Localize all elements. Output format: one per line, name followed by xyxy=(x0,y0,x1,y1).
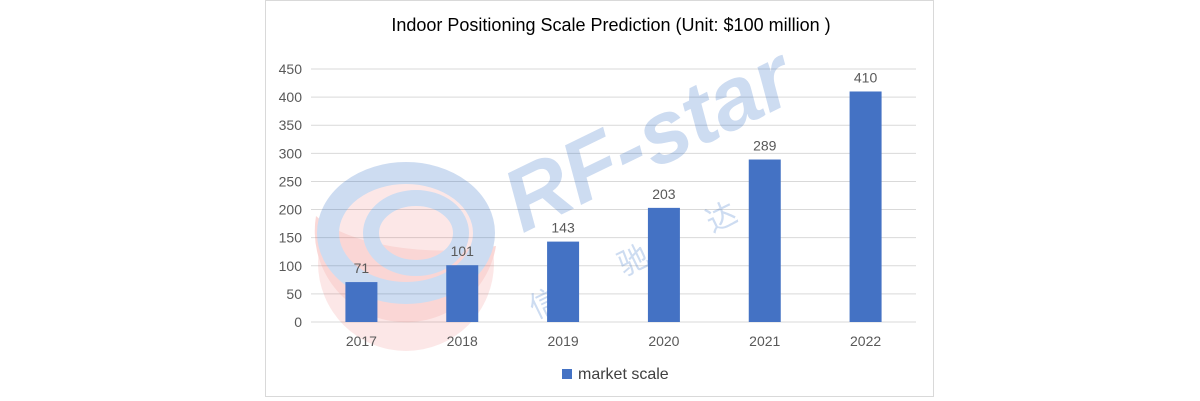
y-tick-label: 0 xyxy=(294,314,302,330)
watermark-blue-ring-2 xyxy=(363,190,469,276)
x-axis-ticks: 2017 2018 2019 2020 2021 2022 xyxy=(346,333,882,349)
data-label-2019: 143 xyxy=(551,220,575,236)
x-tick-label: 2020 xyxy=(648,333,679,349)
bar-2017 xyxy=(345,282,378,322)
bar-2021 xyxy=(748,159,781,322)
chart-frame: Indoor Positioning Scale Prediction (Uni… xyxy=(265,0,934,397)
data-labels: 71 101 143 203 289 410 xyxy=(354,69,878,276)
bar-2018 xyxy=(446,265,479,322)
bars xyxy=(345,91,882,322)
legend-swatch xyxy=(562,369,572,379)
gridlines xyxy=(311,68,916,323)
bar-2019 xyxy=(547,241,580,322)
y-axis-ticks: 0 50 100 150 200 250 300 350 400 450 xyxy=(279,61,303,330)
data-label-2020: 203 xyxy=(652,186,676,202)
chart-title: Indoor Positioning Scale Prediction (Uni… xyxy=(391,15,830,35)
bar-2020 xyxy=(647,207,680,322)
y-tick-label: 300 xyxy=(279,145,303,161)
y-tick-label: 450 xyxy=(279,61,303,77)
x-tick-label: 2021 xyxy=(749,333,780,349)
x-tick-label: 2017 xyxy=(346,333,377,349)
y-tick-label: 400 xyxy=(279,89,303,105)
x-tick-label: 2018 xyxy=(447,333,478,349)
data-label-2021: 289 xyxy=(753,138,777,154)
legend: market scale xyxy=(562,366,669,383)
x-tick-label: 2019 xyxy=(548,333,579,349)
data-label-2018: 101 xyxy=(451,243,475,259)
legend-label: market scale xyxy=(578,366,669,383)
watermark-blue-ring-1 xyxy=(317,162,495,304)
y-tick-label: 150 xyxy=(279,230,303,246)
bar-chart: Indoor Positioning Scale Prediction (Uni… xyxy=(279,15,916,383)
bar-2022 xyxy=(849,91,882,322)
data-label-2017: 71 xyxy=(354,260,370,276)
x-tick-label: 2022 xyxy=(850,333,881,349)
y-tick-label: 200 xyxy=(279,202,303,218)
y-tick-label: 350 xyxy=(279,117,303,133)
y-tick-label: 100 xyxy=(279,258,303,274)
y-tick-label: 250 xyxy=(279,173,303,189)
y-tick-label: 50 xyxy=(286,286,302,302)
data-label-2022: 410 xyxy=(854,69,878,85)
